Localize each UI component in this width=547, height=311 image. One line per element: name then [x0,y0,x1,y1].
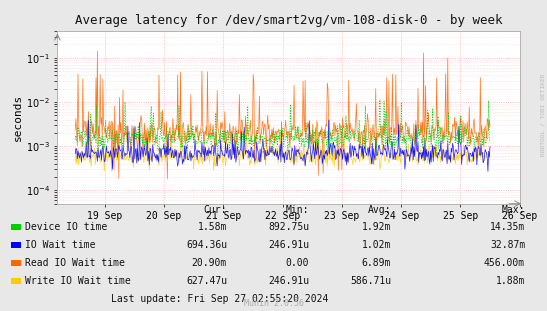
Text: Munin 2.0.56: Munin 2.0.56 [243,299,304,308]
Text: Cur:: Cur: [203,205,227,215]
Y-axis label: seconds: seconds [13,94,23,141]
Text: 627.47u: 627.47u [186,276,227,286]
Text: Last update: Fri Sep 27 02:55:20 2024: Last update: Fri Sep 27 02:55:20 2024 [111,295,328,304]
Text: 456.00m: 456.00m [484,258,525,268]
Text: 32.87m: 32.87m [490,240,525,250]
Text: 586.71u: 586.71u [350,276,391,286]
Title: Average latency for /dev/smart2vg/vm-108-disk-0 - by week: Average latency for /dev/smart2vg/vm-108… [75,14,502,27]
Text: 6.89m: 6.89m [362,258,391,268]
Text: Device IO time: Device IO time [25,222,107,232]
Text: Min:: Min: [286,205,309,215]
Text: 246.91u: 246.91u [268,240,309,250]
Text: 892.75u: 892.75u [268,222,309,232]
Text: 20.90m: 20.90m [192,258,227,268]
Text: 1.58m: 1.58m [197,222,227,232]
Text: IO Wait time: IO Wait time [25,240,95,250]
Text: Avg:: Avg: [368,205,391,215]
Text: 1.92m: 1.92m [362,222,391,232]
Text: 694.36u: 694.36u [186,240,227,250]
Text: 14.35m: 14.35m [490,222,525,232]
Text: 0.00: 0.00 [286,258,309,268]
Text: 1.88m: 1.88m [496,276,525,286]
Text: Read IO Wait time: Read IO Wait time [25,258,125,268]
Text: Max:: Max: [502,205,525,215]
Text: 246.91u: 246.91u [268,276,309,286]
Text: Write IO Wait time: Write IO Wait time [25,276,130,286]
Text: 1.02m: 1.02m [362,240,391,250]
Text: RRDTOOL / TOBI OETIKER: RRDTOOL / TOBI OETIKER [540,74,545,156]
